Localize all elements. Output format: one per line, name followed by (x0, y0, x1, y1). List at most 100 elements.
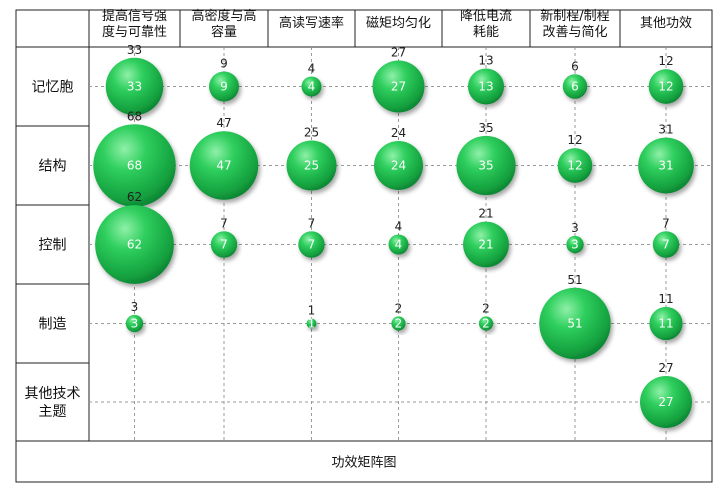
bubble (649, 306, 683, 341)
bubble-value-label: 12 (567, 159, 582, 173)
bubble-value-label: 12 (658, 80, 673, 94)
bubble (125, 314, 144, 333)
bubble (301, 76, 322, 97)
data-label: 4 (395, 220, 403, 234)
row-label: 制造 (39, 317, 67, 333)
data-label: 13 (478, 53, 493, 67)
column-header: 磁矩均匀化 (366, 16, 431, 31)
bubble (372, 60, 425, 113)
bubble (189, 131, 259, 200)
bubble (286, 140, 337, 191)
bubble-value-label: 27 (658, 395, 673, 409)
data-label: 7 (220, 216, 228, 230)
bubble-value-label: 7 (662, 238, 670, 252)
bubble (209, 71, 239, 102)
data-label: 68 (127, 109, 142, 123)
bubbles: 3333994427271313661212686847472525242435… (93, 43, 694, 428)
data-label: 3 (131, 300, 139, 314)
data-label: 51 (567, 273, 582, 287)
data-label: 11 (658, 292, 673, 306)
data-label: 12 (567, 133, 582, 147)
bubble (93, 124, 176, 207)
bubble (95, 205, 174, 284)
column-header: 耗能 (473, 25, 499, 40)
data-label: 27 (391, 46, 406, 60)
data-label: 12 (658, 54, 673, 68)
bubble (374, 141, 423, 190)
data-label: 2 (395, 301, 403, 315)
column-header: 容量 (211, 24, 237, 40)
bubble-value-label: 11 (658, 317, 673, 331)
bubble-value-label: 4 (395, 238, 403, 252)
bubble-value-label: 1 (308, 317, 316, 331)
column-header: 高密度与高 (191, 8, 256, 24)
bubble-value-label: 24 (391, 159, 406, 173)
data-label: 27 (658, 361, 673, 375)
bubble (562, 74, 588, 99)
bubble (210, 231, 238, 258)
data-label: 47 (216, 116, 231, 130)
bubble-value-label: 3 (571, 238, 579, 252)
bubble-value-label: 3 (131, 317, 139, 331)
column-header: 其他功效 (640, 16, 692, 31)
data-label: 21 (478, 207, 493, 221)
data-label: 24 (391, 126, 406, 140)
bubble-value-label: 6 (571, 80, 579, 94)
row-label: 主题 (39, 404, 67, 420)
bubble-value-label: 13 (478, 80, 493, 94)
data-label: 2 (482, 301, 490, 315)
bubble (388, 234, 409, 255)
data-label: 1 (308, 304, 316, 318)
bubble-value-label: 33 (127, 80, 142, 94)
data-label: 6 (571, 59, 579, 73)
bubble-value-label: 62 (127, 238, 142, 252)
bubble (648, 69, 684, 104)
bubble-value-label: 9 (220, 80, 228, 94)
row-label: 记忆胞 (32, 80, 74, 96)
bubble-value-label: 51 (567, 317, 582, 331)
row-label: 结构 (39, 159, 67, 175)
bubble (557, 148, 593, 183)
bubble (478, 316, 494, 331)
data-label: 35 (478, 121, 493, 135)
bubble (298, 231, 325, 258)
bubble (306, 318, 317, 329)
bubble-value-label: 31 (658, 159, 673, 173)
column-header: 新制程/制程 (540, 8, 609, 24)
column-header: 提高信号强 (102, 8, 167, 24)
bubble (652, 231, 680, 258)
bubble (539, 287, 611, 360)
data-label: 62 (127, 190, 142, 204)
bubble-value-label: 2 (482, 317, 490, 331)
bubble-value-label: 4 (308, 80, 316, 94)
bubble-value-label: 7 (308, 238, 316, 252)
bubble-value-label: 47 (216, 159, 231, 173)
data-label: 7 (662, 216, 670, 230)
data-label: 33 (127, 43, 142, 57)
data-label: 9 (220, 57, 228, 71)
bubble-value-label: 2 (395, 317, 403, 331)
bubble-value-label: 27 (391, 80, 406, 94)
row-label: 控制 (39, 238, 67, 254)
bubble (640, 376, 692, 428)
chart-caption: 功效矩阵图 (331, 456, 396, 471)
data-label: 4 (308, 62, 316, 76)
bubble (638, 137, 694, 194)
outer-border (15, 9, 713, 483)
bubble (467, 68, 505, 105)
bubble (105, 57, 164, 116)
column-header: 降低电流 (460, 9, 512, 24)
bubble-value-label: 68 (127, 159, 142, 173)
bubble (391, 316, 406, 331)
bubble (456, 135, 516, 196)
data-label: 3 (571, 221, 579, 235)
row-label: 其他技术 (25, 386, 81, 402)
data-label: 7 (308, 216, 316, 230)
column-header: 改善与简化 (542, 24, 607, 40)
data-label: 25 (304, 126, 319, 140)
column-header: 度与可靠性 (102, 24, 167, 40)
bubble (463, 221, 509, 268)
